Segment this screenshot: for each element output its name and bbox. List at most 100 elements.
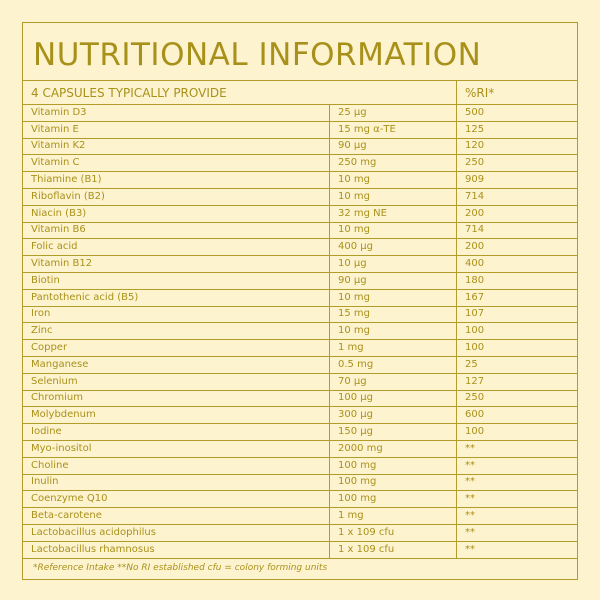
table-cell: 909 [456,171,578,189]
table-cell: Biotin [22,271,330,290]
table-row: Lactobacillus acidophilus 1 x 109 cfu ** [22,523,578,542]
table-cell: 100 mg [329,456,457,475]
table-cell: 10 mg [329,171,457,189]
table-row: Vitamin D3 25 µg 500 [22,104,578,122]
table-row: Vitamin E 15 mg α-TE 125 [22,120,578,139]
panel: NUTRITIONAL INFORMATION 4 CAPSULES TYPIC… [22,22,578,580]
table-row: Folic acid 400 µg 200 [22,238,578,257]
table-row: Selenium 70 µg 127 [22,372,578,391]
table-cell: Vitamin B6 [22,221,330,240]
table-cell: 10 mg [329,187,457,206]
table-cell: Vitamin B12 [22,255,330,273]
table-cell: 250 [456,389,578,408]
table-cell: ** [456,507,578,525]
table-cell: 100 [456,339,578,357]
table-cell: 10 mg [329,221,457,240]
table-cell: 100 [456,322,578,341]
table-row: Zinc 10 mg 100 [22,322,578,341]
table-row: Molybdenum 300 µg 600 [22,406,578,425]
table-row: Lactobacillus rhamnosus 1 x 109 cfu ** [22,540,578,559]
table-cell: 10 µg [329,255,457,273]
header-cell: %RI* [456,80,578,105]
header-row: 4 CAPSULES TYPICALLY PROVIDE %RI* [22,80,578,105]
table-cell: Niacin (B3) [22,204,330,223]
table-cell: Vitamin E [22,120,330,139]
table-row: Iodine 150 µg 100 [22,423,578,441]
table-cell: 300 µg [329,406,457,425]
table-cell: Beta-carotene [22,507,330,525]
table-cell: Vitamin D3 [22,104,330,122]
table-row: Biotin 90 µg 180 [22,271,578,290]
table-row: Manganese 0.5 mg 25 [22,355,578,374]
table-cell: 70 µg [329,372,457,391]
table-cell: 100 mg [329,490,457,509]
table-cell: 127 [456,372,578,391]
table-row: Iron 15 mg 107 [22,305,578,324]
table-cell: Vitamin C [22,154,330,173]
table-cell: ** [456,523,578,542]
table-row: Chromium 100 µg 250 [22,389,578,408]
table-cell: 600 [456,406,578,425]
table-row: Coenzyme Q10 100 mg ** [22,490,578,509]
table-cell: 25 µg [329,104,457,122]
table-row: Vitamin B12 10 µg 400 [22,255,578,273]
table-cell: Folic acid [22,238,330,257]
table-cell: 1 mg [329,507,457,525]
footnote: *Reference Intake **No RI established cf… [33,563,328,573]
table-cell: ** [456,456,578,475]
table-row: Myo-inositol 2000 mg ** [22,439,578,458]
table-cell: 90 µg [329,271,457,290]
table-cell: 150 µg [329,423,457,441]
table-row: Thiamine (B1) 10 mg 909 [22,171,578,189]
table-cell: Lactobacillus rhamnosus [22,540,330,559]
table-cell: 180 [456,271,578,290]
table-cell: Myo-inositol [22,439,330,458]
table-cell: 25 [456,355,578,374]
table-cell: 2000 mg [329,439,457,458]
table-cell: Choline [22,456,330,475]
table-cell: Copper [22,339,330,357]
title: NUTRITIONAL INFORMATION [33,37,482,73]
table-cell: 15 mg α-TE [329,120,457,139]
table-cell: 100 µg [329,389,457,408]
table-cell: 10 mg [329,322,457,341]
table-row: Riboflavin (B2) 10 mg 714 [22,187,578,206]
table-cell: ** [456,473,578,492]
table-cell: 107 [456,305,578,324]
header-cell: 4 CAPSULES TYPICALLY PROVIDE [22,80,457,105]
table-cell: 250 [456,154,578,173]
table-cell: 10 mg [329,288,457,307]
table-cell: 714 [456,221,578,240]
table-cell: 1 x 109 cfu [329,540,457,559]
table-cell: 100 mg [329,473,457,492]
table-cell: 125 [456,120,578,139]
table-row: Vitamin C 250 mg 250 [22,154,578,173]
table-cell: Riboflavin (B2) [22,187,330,206]
table-cell: 167 [456,288,578,307]
table-cell: 200 [456,204,578,223]
table-cell: 500 [456,104,578,122]
table-cell: Iron [22,305,330,324]
table-cell: 90 µg [329,137,457,156]
table-cell: 32 mg NE [329,204,457,223]
table-cell: Inulin [22,473,330,492]
table-row: Pantothenic acid (B5) 10 mg 167 [22,288,578,307]
table-cell: 1 mg [329,339,457,357]
table-row: Copper 1 mg 100 [22,339,578,357]
table-cell: 714 [456,187,578,206]
table-row: Vitamin B6 10 mg 714 [22,221,578,240]
table-cell: 100 [456,423,578,441]
table-cell: 400 µg [329,238,457,257]
table-cell: Chromium [22,389,330,408]
table-cell: Vitamin K2 [22,137,330,156]
table-cell: 200 [456,238,578,257]
table-cell: Zinc [22,322,330,341]
table-cell: ** [456,540,578,559]
nutrition-table: 4 CAPSULES TYPICALLY PROVIDE %RI* Vitamin … [22,80,578,559]
table-row: Vitamin K2 90 µg 120 [22,137,578,156]
table-cell: Molybdenum [22,406,330,425]
table-cell: ** [456,490,578,509]
table-cell: 0.5 mg [329,355,457,374]
table-cell: Selenium [22,372,330,391]
